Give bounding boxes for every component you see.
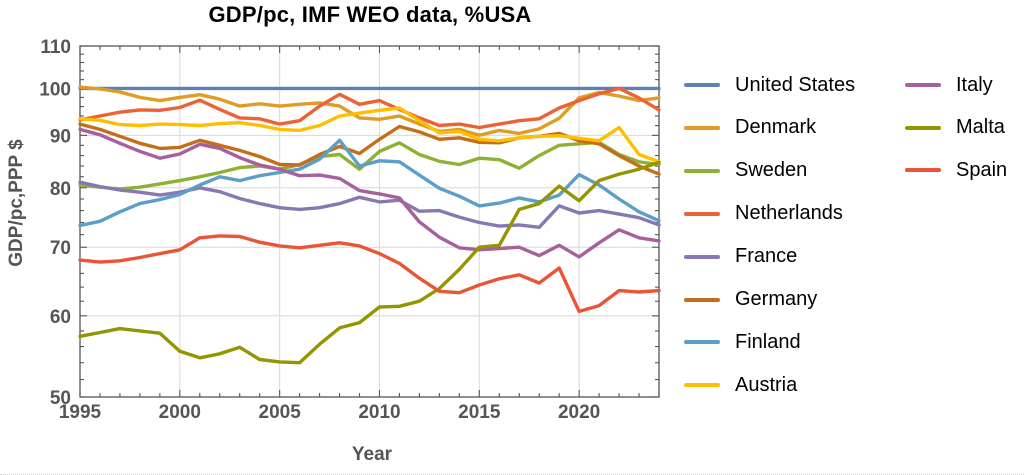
series-line-finland [78,138,661,228]
series-line-netherlands [78,86,661,130]
y-tick-label: 90 [50,126,71,147]
x-tick-label: 2000 [159,402,201,423]
x-tick-label: 2005 [259,402,302,423]
series-line-germany [78,122,661,176]
chart-title: GDP/pc, IMF WEO data, %USA [208,2,532,27]
series-line-italy [78,127,661,259]
x-axis-title: Year [351,444,393,465]
y-tick-label: 110 [40,37,71,58]
x-tick-label: 2015 [458,402,501,423]
series-line-france [78,180,661,230]
series-line-denmark [78,85,661,138]
x-tick-label: 1995 [59,402,102,423]
series-line-malta [78,160,661,365]
series-line-sweden [78,140,661,191]
x-tick-label: 2010 [358,402,400,423]
x-tick-label: 2020 [558,402,600,423]
series-line-spain [78,234,661,314]
y-tick-label: 100 [39,79,71,100]
series-line-austria [78,106,661,164]
y-tick-label: 50 [50,388,71,409]
y-tick-label: 80 [50,179,71,200]
y-tick-label: 60 [50,307,71,328]
y-tick-label: 70 [50,238,71,259]
